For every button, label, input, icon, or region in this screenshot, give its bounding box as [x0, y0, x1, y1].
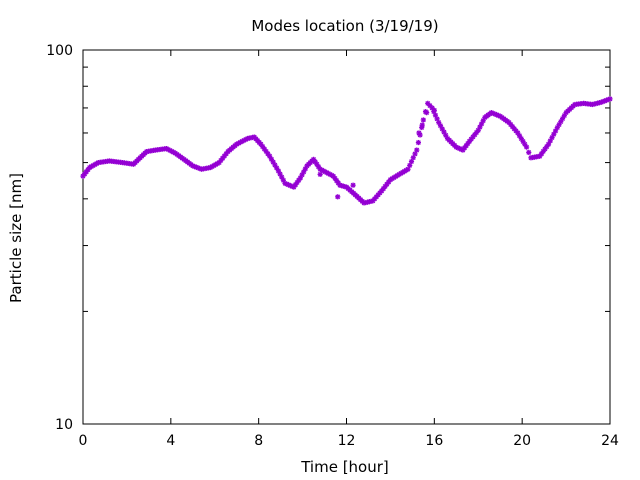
y-ticks: 10 100: [46, 43, 610, 433]
data-point: [414, 147, 420, 153]
y-minor-ticks: [83, 66, 610, 312]
data-point: [419, 122, 425, 128]
x-tick-label: 4: [166, 433, 175, 449]
data-point: [523, 144, 530, 150]
data-point: [350, 182, 356, 188]
chart-title: Modes location (3/19/19): [251, 17, 438, 35]
data-point: [526, 149, 532, 156]
data-point: [317, 171, 323, 177]
x-axis-label: Time [hour]: [300, 458, 389, 476]
x-tick-label: 12: [338, 433, 356, 449]
data-point: [607, 96, 613, 102]
x-tick-label: 0: [79, 433, 88, 449]
data-series: [80, 96, 613, 206]
data-point: [431, 107, 437, 113]
data-point: [441, 129, 447, 135]
x-ticks: 0 4 8 12 16 20 24: [79, 50, 619, 449]
data-point: [478, 121, 485, 127]
y-axis-label: Particle size [nm]: [7, 173, 25, 303]
y-tick-label: 100: [46, 43, 73, 59]
plot-frame: [82, 49, 611, 425]
x-tick-label: 16: [425, 433, 443, 449]
data-point: [424, 110, 430, 116]
data-point: [415, 139, 422, 146]
y-tick-label: 10: [55, 417, 73, 433]
x-tick-label: 20: [513, 433, 531, 449]
x-tick-label: 8: [254, 433, 263, 449]
x-tick-label: 24: [601, 433, 619, 449]
data-point: [416, 130, 422, 136]
data-point: [420, 117, 426, 123]
data-point: [335, 194, 341, 200]
